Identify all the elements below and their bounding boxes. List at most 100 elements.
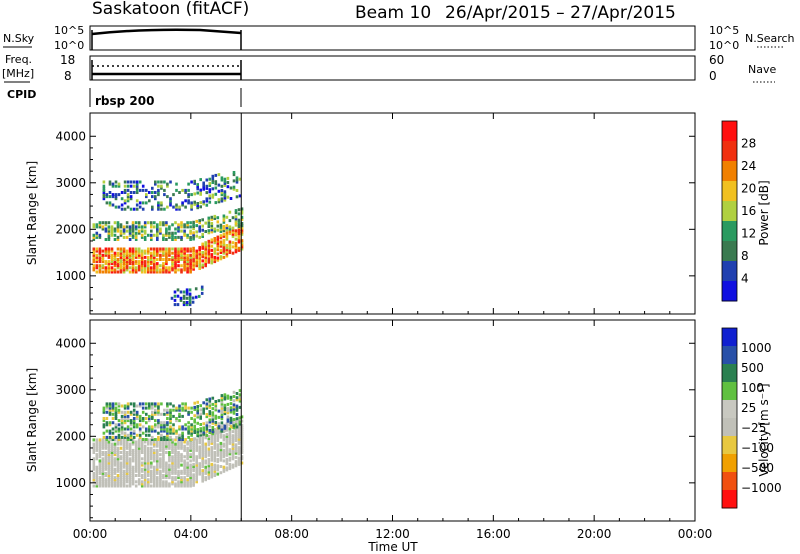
range-cell (204, 476, 207, 480)
range-cell (145, 193, 148, 197)
range-cell (153, 480, 156, 484)
range-cell (204, 455, 207, 459)
range-cell (126, 427, 130, 431)
range-cell (213, 440, 217, 444)
range-cell (195, 224, 198, 228)
range-cell (147, 255, 150, 259)
range-cell (174, 249, 177, 253)
range-cell (98, 221, 102, 225)
range-cell (101, 253, 105, 257)
range-cell (231, 251, 235, 255)
range-cell (177, 442, 180, 446)
range-cell (153, 255, 156, 259)
range-cell (210, 469, 214, 473)
range-cell (114, 425, 118, 429)
range-cell (111, 203, 115, 207)
range-cell (166, 431, 169, 435)
range-cell (183, 444, 186, 448)
range-cell (157, 404, 160, 408)
range-cell (175, 435, 178, 439)
range-cell (143, 255, 147, 259)
range-cell (171, 235, 174, 239)
range-cell (119, 482, 123, 486)
range-cell (107, 235, 111, 239)
range-cell (156, 455, 159, 459)
range-cell (169, 435, 172, 439)
range-cell (202, 185, 205, 189)
range-cell (237, 452, 241, 456)
range-cell (193, 200, 196, 204)
range-cell (225, 437, 229, 440)
range-cell (98, 258, 102, 261)
range-cell (116, 440, 120, 444)
range-cell (150, 268, 153, 272)
range-cell (120, 191, 124, 194)
range-cell (116, 476, 120, 480)
range-cell (177, 461, 180, 465)
range-cell (216, 453, 220, 457)
range-cell (222, 243, 226, 247)
colorbar-segment (722, 161, 737, 182)
range-cell (105, 417, 109, 420)
range-cell (171, 457, 174, 461)
range-cell (143, 457, 147, 461)
range-cell (117, 419, 121, 423)
range-cell (191, 296, 195, 300)
range-cell (190, 431, 193, 435)
range-cell (153, 453, 156, 457)
range-cell (137, 229, 141, 233)
range-cell (156, 482, 159, 486)
range-cell (132, 412, 136, 416)
range-cell (137, 440, 141, 444)
range-cell (162, 457, 165, 461)
range-cell (159, 258, 162, 261)
range-cell (189, 478, 192, 482)
range-cell (198, 229, 201, 233)
range-cell (163, 423, 166, 427)
range-cell (159, 231, 162, 235)
range-cell (114, 417, 118, 420)
range-cell (105, 195, 109, 199)
range-cell (207, 256, 211, 260)
range-cell (159, 253, 162, 257)
range-cell (214, 423, 218, 426)
range-cell (174, 262, 177, 266)
range-cell (140, 266, 144, 270)
range-cell (189, 231, 192, 235)
range-cell (226, 394, 230, 398)
range-cell (174, 467, 177, 471)
range-cell (140, 467, 144, 471)
range-cell (186, 469, 189, 473)
range-cell (231, 442, 235, 446)
range-cell (222, 467, 226, 471)
range-cell (240, 428, 244, 431)
range-cell (213, 237, 217, 240)
range-cell (192, 479, 195, 483)
range-cell (104, 461, 108, 465)
range-cell (208, 424, 212, 428)
range-cell (129, 435, 133, 439)
range-cell (129, 410, 133, 414)
range-cell (156, 235, 159, 239)
range-cell (213, 459, 217, 463)
range-cell (198, 472, 201, 476)
colorbar-frame (721, 327, 738, 509)
range-cell (101, 438, 105, 442)
range-cell (92, 264, 96, 268)
range-cell (174, 446, 177, 450)
range-cell (153, 260, 156, 264)
range-cell (131, 465, 135, 469)
range-cell (204, 467, 207, 471)
range-cell (220, 400, 224, 404)
range-cell (187, 195, 190, 199)
range-cell (116, 260, 120, 264)
range-cell (107, 227, 111, 231)
range-cell (200, 291, 204, 295)
range-cell (189, 262, 192, 266)
range-cell (116, 455, 120, 459)
range-cell (150, 480, 153, 484)
range-cell (183, 231, 186, 235)
range-cell (131, 249, 135, 253)
range-cell (153, 233, 156, 237)
range-cell (193, 192, 196, 196)
